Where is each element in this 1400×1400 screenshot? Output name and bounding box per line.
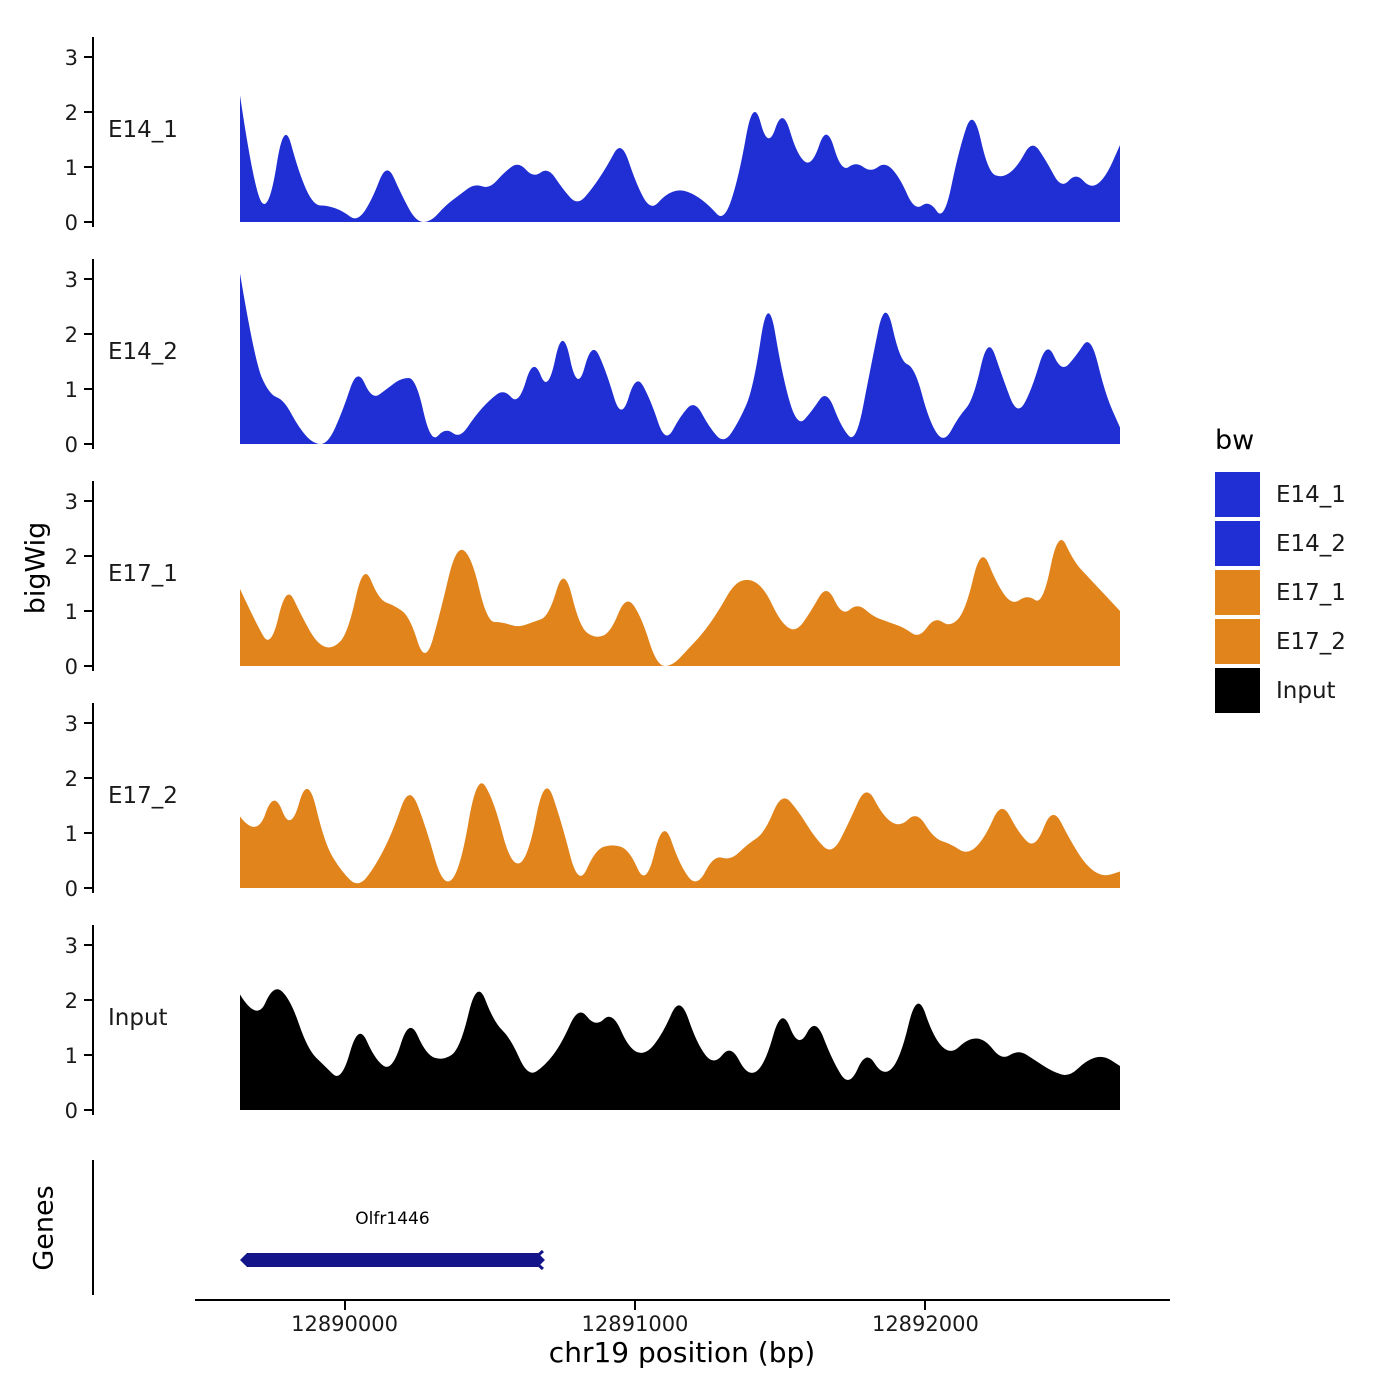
track-label: Input xyxy=(108,1005,168,1031)
area-E17_1 xyxy=(240,540,1120,666)
y-tick-label: 3 xyxy=(65,712,78,736)
area-chart-e17-2 xyxy=(240,783,1120,888)
x-axis-line xyxy=(195,1299,1170,1301)
legend-label: E14_1 xyxy=(1276,481,1346,508)
legend-swatch-e14-1 xyxy=(1215,472,1260,517)
track-panel-e17-2: 0 1 2 3 E17_2 xyxy=(60,691,1130,906)
y-tick-label: 3 xyxy=(65,934,78,958)
track-label: E17_2 xyxy=(108,783,178,809)
legend-item-e14-2: E14_2 xyxy=(1215,521,1346,566)
genes-panel: Olfr1446 xyxy=(60,1155,1130,1305)
legend-swatch-e14-2 xyxy=(1215,521,1260,566)
gene-name-label: Olfr1446 xyxy=(355,1209,430,1229)
y-axis: 0 1 2 3 xyxy=(65,259,94,457)
legend-swatch-input xyxy=(1215,668,1260,713)
y-tick-label: 0 xyxy=(65,877,78,901)
x-axis-title: chr19 position (bp) xyxy=(548,1336,816,1369)
area-E17_2 xyxy=(240,783,1120,888)
area-Input xyxy=(240,989,1120,1110)
legend-item-input: Input xyxy=(1215,668,1346,713)
y-tick-label: 2 xyxy=(65,323,78,347)
y-axis-title: bigWig xyxy=(20,521,52,615)
area-chart-e17-1 xyxy=(240,540,1120,666)
genes-axis-title: Genes xyxy=(28,1185,60,1271)
legend-label: E17_2 xyxy=(1276,628,1346,655)
y-axis: 0 1 2 3 xyxy=(65,703,94,901)
x-tick-mark xyxy=(924,1301,927,1310)
track-panel-e14-1: 0 1 2 3 E14_1 xyxy=(60,25,1130,240)
track-label: E14_2 xyxy=(108,339,178,365)
legend-label: E17_1 xyxy=(1276,579,1346,606)
y-tick-label: 0 xyxy=(65,211,78,235)
y-tick-label: 3 xyxy=(65,268,78,292)
y-tick-label: 3 xyxy=(65,490,78,514)
legend-item-e14-1: E14_1 xyxy=(1215,472,1346,517)
track-panel-e14-2: 0 1 2 3 E14_2 xyxy=(60,247,1130,462)
y-tick-label: 1 xyxy=(65,156,78,180)
y-axis: 0 1 2 3 xyxy=(65,481,94,679)
x-tick-mark xyxy=(633,1301,636,1310)
area-E14_1 xyxy=(240,95,1120,222)
y-tick-label: 0 xyxy=(65,1099,78,1123)
legend: bw E14_1 E14_2 E17_1 E17_2 Input xyxy=(1215,425,1346,717)
y-tick-label: 2 xyxy=(65,989,78,1013)
legend-swatch-e17-2 xyxy=(1215,619,1260,664)
y-tick-label: 0 xyxy=(65,655,78,679)
gene-strand-arrow-icon xyxy=(530,1249,544,1271)
y-tick-label: 1 xyxy=(65,822,78,846)
legend-swatch-e17-1 xyxy=(1215,570,1260,615)
legend-item-e17-2: E17_2 xyxy=(1215,619,1346,664)
area-chart-e14-1 xyxy=(240,95,1120,222)
y-tick-label: 1 xyxy=(65,1044,78,1068)
y-tick-label: 2 xyxy=(65,545,78,569)
x-tick-label: 12891000 xyxy=(581,1312,689,1336)
y-tick-label: 1 xyxy=(65,600,78,624)
y-axis: 0 1 2 3 xyxy=(65,925,94,1123)
area-chart-input xyxy=(240,989,1120,1110)
genes-axis xyxy=(92,1160,94,1295)
x-tick-mark xyxy=(343,1301,346,1310)
y-tick-label: 0 xyxy=(65,433,78,457)
y-tick-label: 3 xyxy=(65,46,78,70)
legend-label: E14_2 xyxy=(1276,530,1346,557)
gene-track xyxy=(240,1249,545,1271)
legend-title: bw xyxy=(1215,425,1255,456)
legend-item-e17-1: E17_1 xyxy=(1215,570,1346,615)
y-tick-label: 2 xyxy=(65,767,78,791)
x-tick-label: 12892000 xyxy=(871,1312,979,1336)
y-tick-label: 2 xyxy=(65,101,78,125)
y-axis: 0 1 2 3 xyxy=(65,37,94,235)
track-label: E14_1 xyxy=(108,117,178,143)
track-label: E17_1 xyxy=(108,561,178,587)
y-tick-label: 1 xyxy=(65,378,78,402)
x-tick-label: 12890000 xyxy=(291,1312,398,1336)
area-chart-e14-2 xyxy=(240,273,1120,444)
area-E14_2 xyxy=(240,273,1120,444)
track-panel-e17-1: 0 1 2 3 E17_1 xyxy=(60,469,1130,684)
track-panel-input: 0 1 2 3 Input xyxy=(60,913,1130,1128)
gene-body xyxy=(240,1253,545,1267)
legend-label: Input xyxy=(1276,677,1336,704)
